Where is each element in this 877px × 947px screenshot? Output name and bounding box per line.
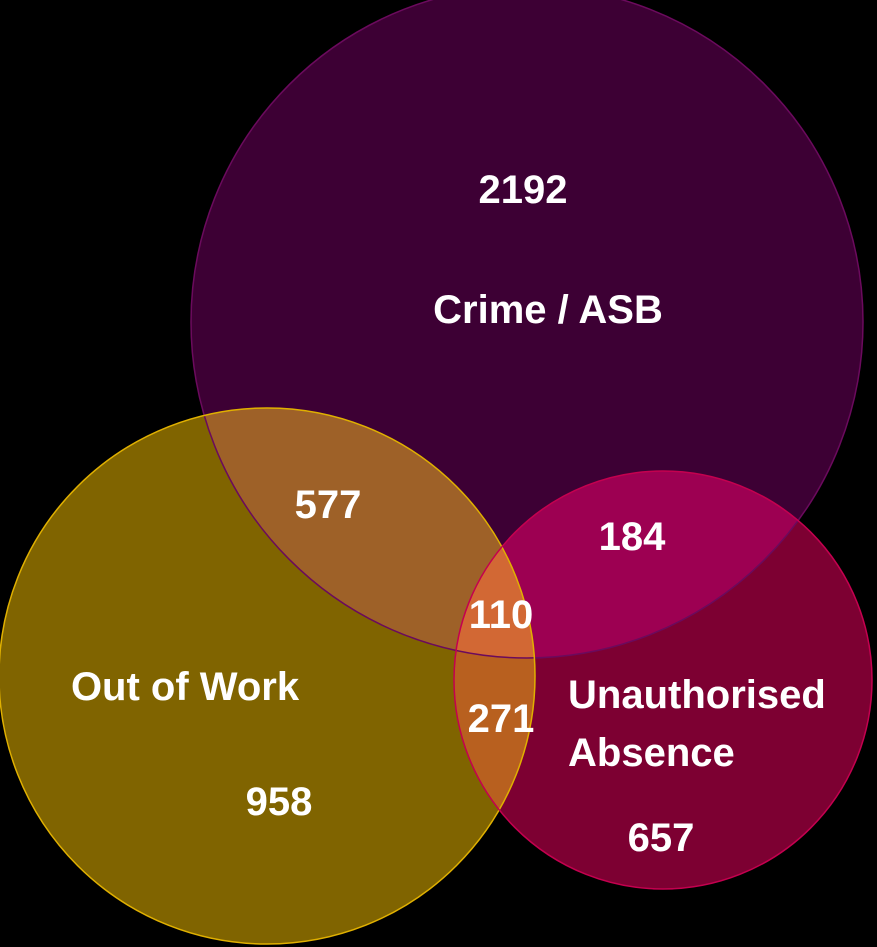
out-of-work-outline <box>0 407 536 945</box>
crime-work-overlap <box>191 408 535 658</box>
absence-outline <box>453 470 873 890</box>
absence-only-count: 657 <box>628 816 695 860</box>
absence-label-line1: Unauthorised <box>568 673 826 717</box>
crime-only-count: 2192 <box>479 168 568 212</box>
crime-absence-count: 184 <box>599 515 666 559</box>
crime-asb-outline <box>190 0 864 659</box>
all-three-count: 110 <box>469 593 534 637</box>
out-of-work-label: Out of Work <box>71 665 300 709</box>
work-absence-count: 271 <box>468 697 535 741</box>
work-only-count: 958 <box>246 780 313 824</box>
absence-label-line2: Absence <box>568 731 735 775</box>
crime-work-count: 577 <box>295 483 362 527</box>
crime-asb-label: Crime / ASB <box>433 288 663 332</box>
